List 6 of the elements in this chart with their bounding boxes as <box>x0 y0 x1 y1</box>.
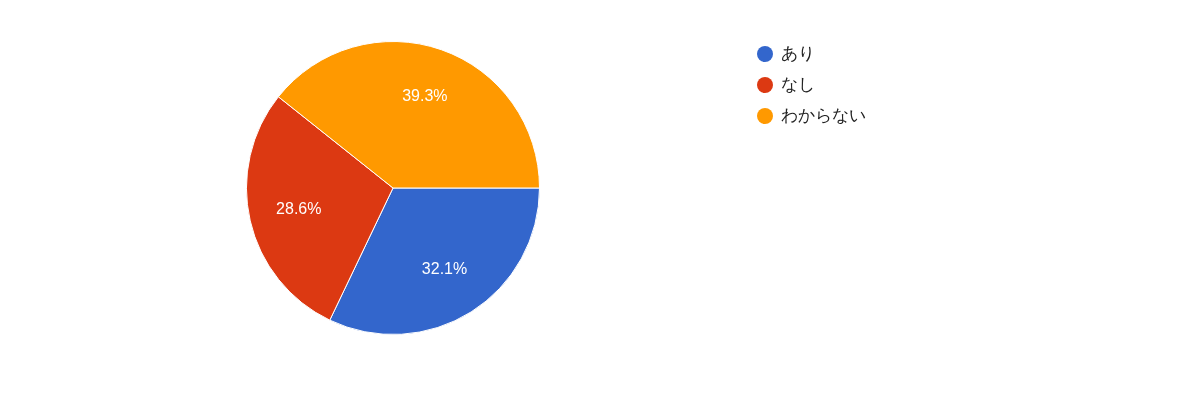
legend-label: わからない <box>781 104 866 127</box>
legend-label: あり <box>781 42 815 65</box>
legend-label: なし <box>781 73 815 96</box>
data-label: 28.6% <box>276 200 322 218</box>
data-label: 39.3% <box>402 87 448 105</box>
data-label: 32.1% <box>421 260 468 278</box>
